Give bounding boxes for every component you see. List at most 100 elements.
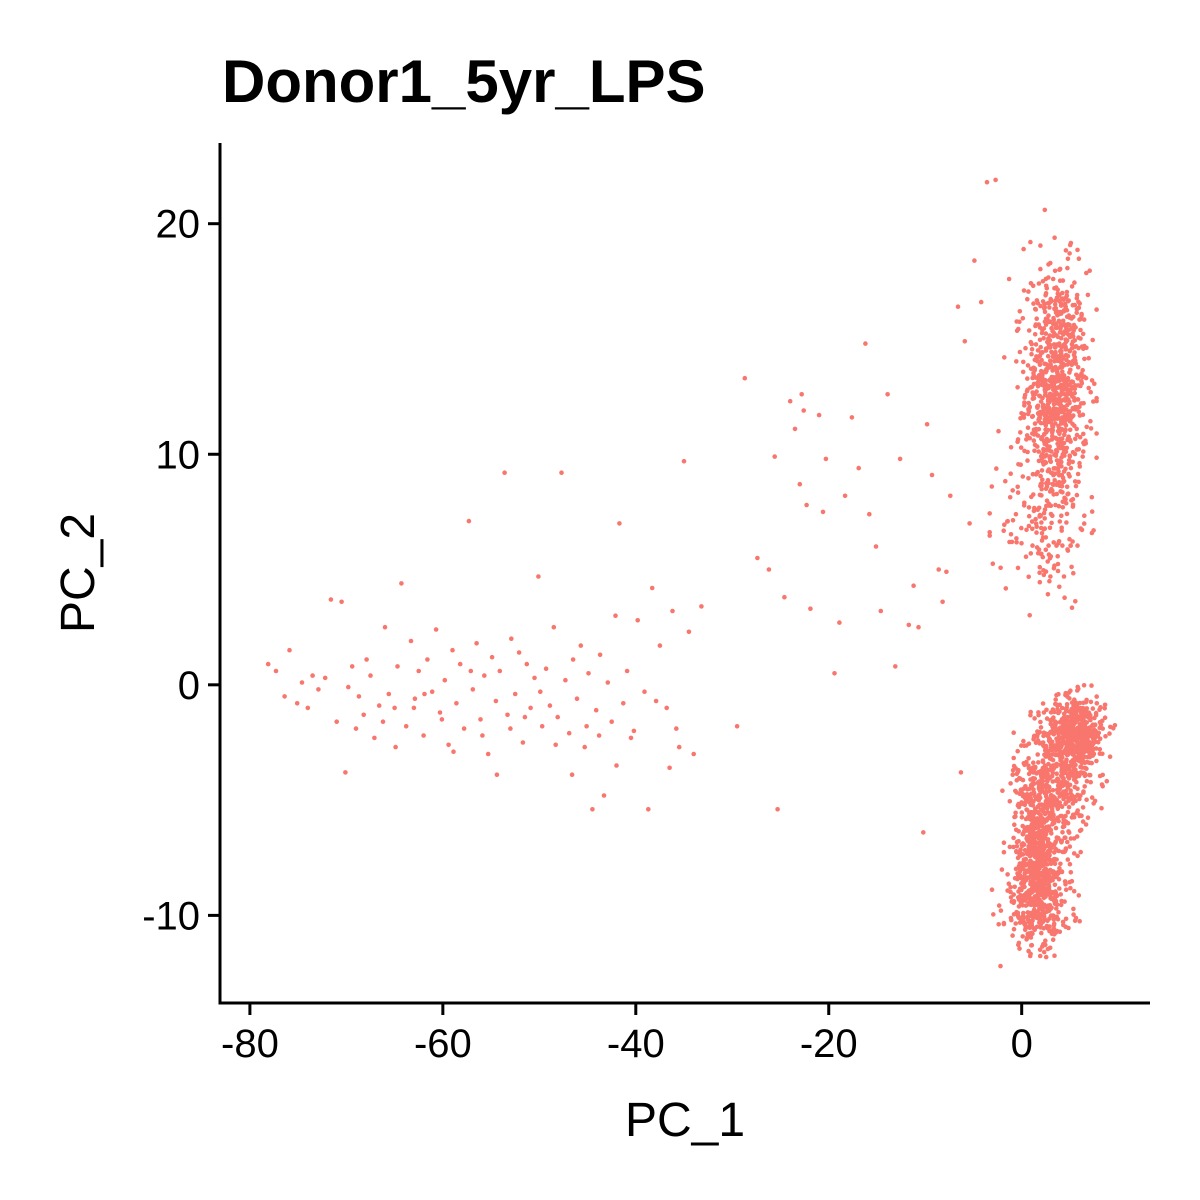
data-point (1064, 511, 1070, 517)
data-point (1063, 497, 1068, 502)
data-point (1089, 795, 1095, 800)
data-point (621, 701, 626, 706)
data-point (1089, 683, 1094, 688)
data-point (433, 627, 439, 632)
data-point (1001, 920, 1007, 926)
data-point (584, 724, 589, 729)
data-point (1038, 719, 1043, 725)
data-point (1076, 299, 1081, 305)
data-point (797, 481, 803, 487)
data-point (1070, 414, 1075, 419)
data-point (1047, 578, 1052, 584)
data-point (1041, 733, 1046, 739)
data-point (480, 733, 485, 738)
data-point (1063, 916, 1069, 922)
data-point (1024, 937, 1029, 942)
data-point (520, 740, 526, 745)
data-point (508, 726, 513, 731)
data-point (1032, 898, 1037, 904)
data-point (1060, 741, 1066, 746)
data-point (1037, 362, 1043, 368)
data-point (1057, 267, 1062, 273)
data-point (1026, 894, 1032, 899)
data-point (1047, 928, 1052, 934)
data-point (376, 703, 382, 708)
data-point (1043, 785, 1049, 790)
data-point (1036, 876, 1041, 882)
data-point (1075, 792, 1080, 798)
data-point (1036, 281, 1042, 286)
data-point (1013, 788, 1018, 794)
data-point (799, 392, 804, 397)
data-point (569, 772, 575, 777)
data-point (1069, 773, 1075, 778)
data-point (1051, 317, 1056, 323)
data-point (1036, 760, 1041, 765)
data-point (1035, 404, 1040, 409)
data-point (1081, 400, 1086, 406)
data-point (1027, 435, 1033, 441)
points-layer (265, 177, 1118, 969)
data-point (1083, 441, 1089, 446)
data-point (993, 177, 998, 183)
data-point (1035, 868, 1041, 874)
data-point (1027, 613, 1032, 618)
data-point (1082, 513, 1087, 518)
data-point (1052, 709, 1057, 715)
data-point (1054, 324, 1060, 330)
data-point (1019, 525, 1024, 531)
data-point (906, 622, 912, 628)
data-point (1078, 336, 1083, 341)
data-point (998, 565, 1003, 571)
data-point (538, 689, 543, 694)
data-point (624, 668, 630, 674)
data-point (1022, 892, 1027, 898)
data-point (1058, 725, 1063, 730)
data-point (1021, 359, 1026, 365)
data-point (1017, 946, 1022, 951)
data-point (1019, 790, 1024, 795)
data-point (1001, 528, 1006, 533)
data-point (1008, 889, 1013, 895)
data-point (1020, 934, 1025, 939)
data-point (1051, 917, 1057, 922)
data-point (349, 664, 355, 669)
data-point (1005, 518, 1010, 524)
data-point (1079, 765, 1085, 770)
data-point (1067, 861, 1073, 867)
data-point (996, 903, 1002, 908)
data-point (1032, 442, 1038, 448)
data-point (1046, 882, 1051, 888)
data-point (411, 705, 417, 711)
data-point (1026, 574, 1031, 580)
data-point (1076, 409, 1082, 415)
data-point (1040, 327, 1045, 333)
data-point (1049, 860, 1054, 865)
data-point (1090, 706, 1096, 711)
data-point (334, 719, 340, 724)
data-point (1039, 483, 1044, 489)
data-point (1058, 322, 1063, 327)
data-point (461, 726, 467, 731)
data-point (1058, 861, 1063, 867)
data-point (1084, 759, 1090, 765)
data-point (1100, 772, 1105, 778)
data-point (1019, 541, 1024, 546)
data-point (1038, 303, 1043, 309)
data-point (878, 608, 884, 614)
data-point (1034, 316, 1039, 322)
data-point (1052, 366, 1058, 372)
data-point (1042, 773, 1048, 778)
data-point (1060, 731, 1066, 737)
data-point (343, 770, 348, 775)
data-point (1080, 454, 1085, 459)
data-point (924, 422, 930, 427)
data-point (823, 456, 829, 462)
data-point (393, 744, 398, 750)
data-point (1066, 767, 1072, 772)
data-point (1077, 460, 1082, 466)
data-point (1067, 334, 1073, 340)
data-point (1075, 397, 1081, 402)
data-point (1035, 731, 1041, 736)
data-point (1024, 924, 1030, 930)
